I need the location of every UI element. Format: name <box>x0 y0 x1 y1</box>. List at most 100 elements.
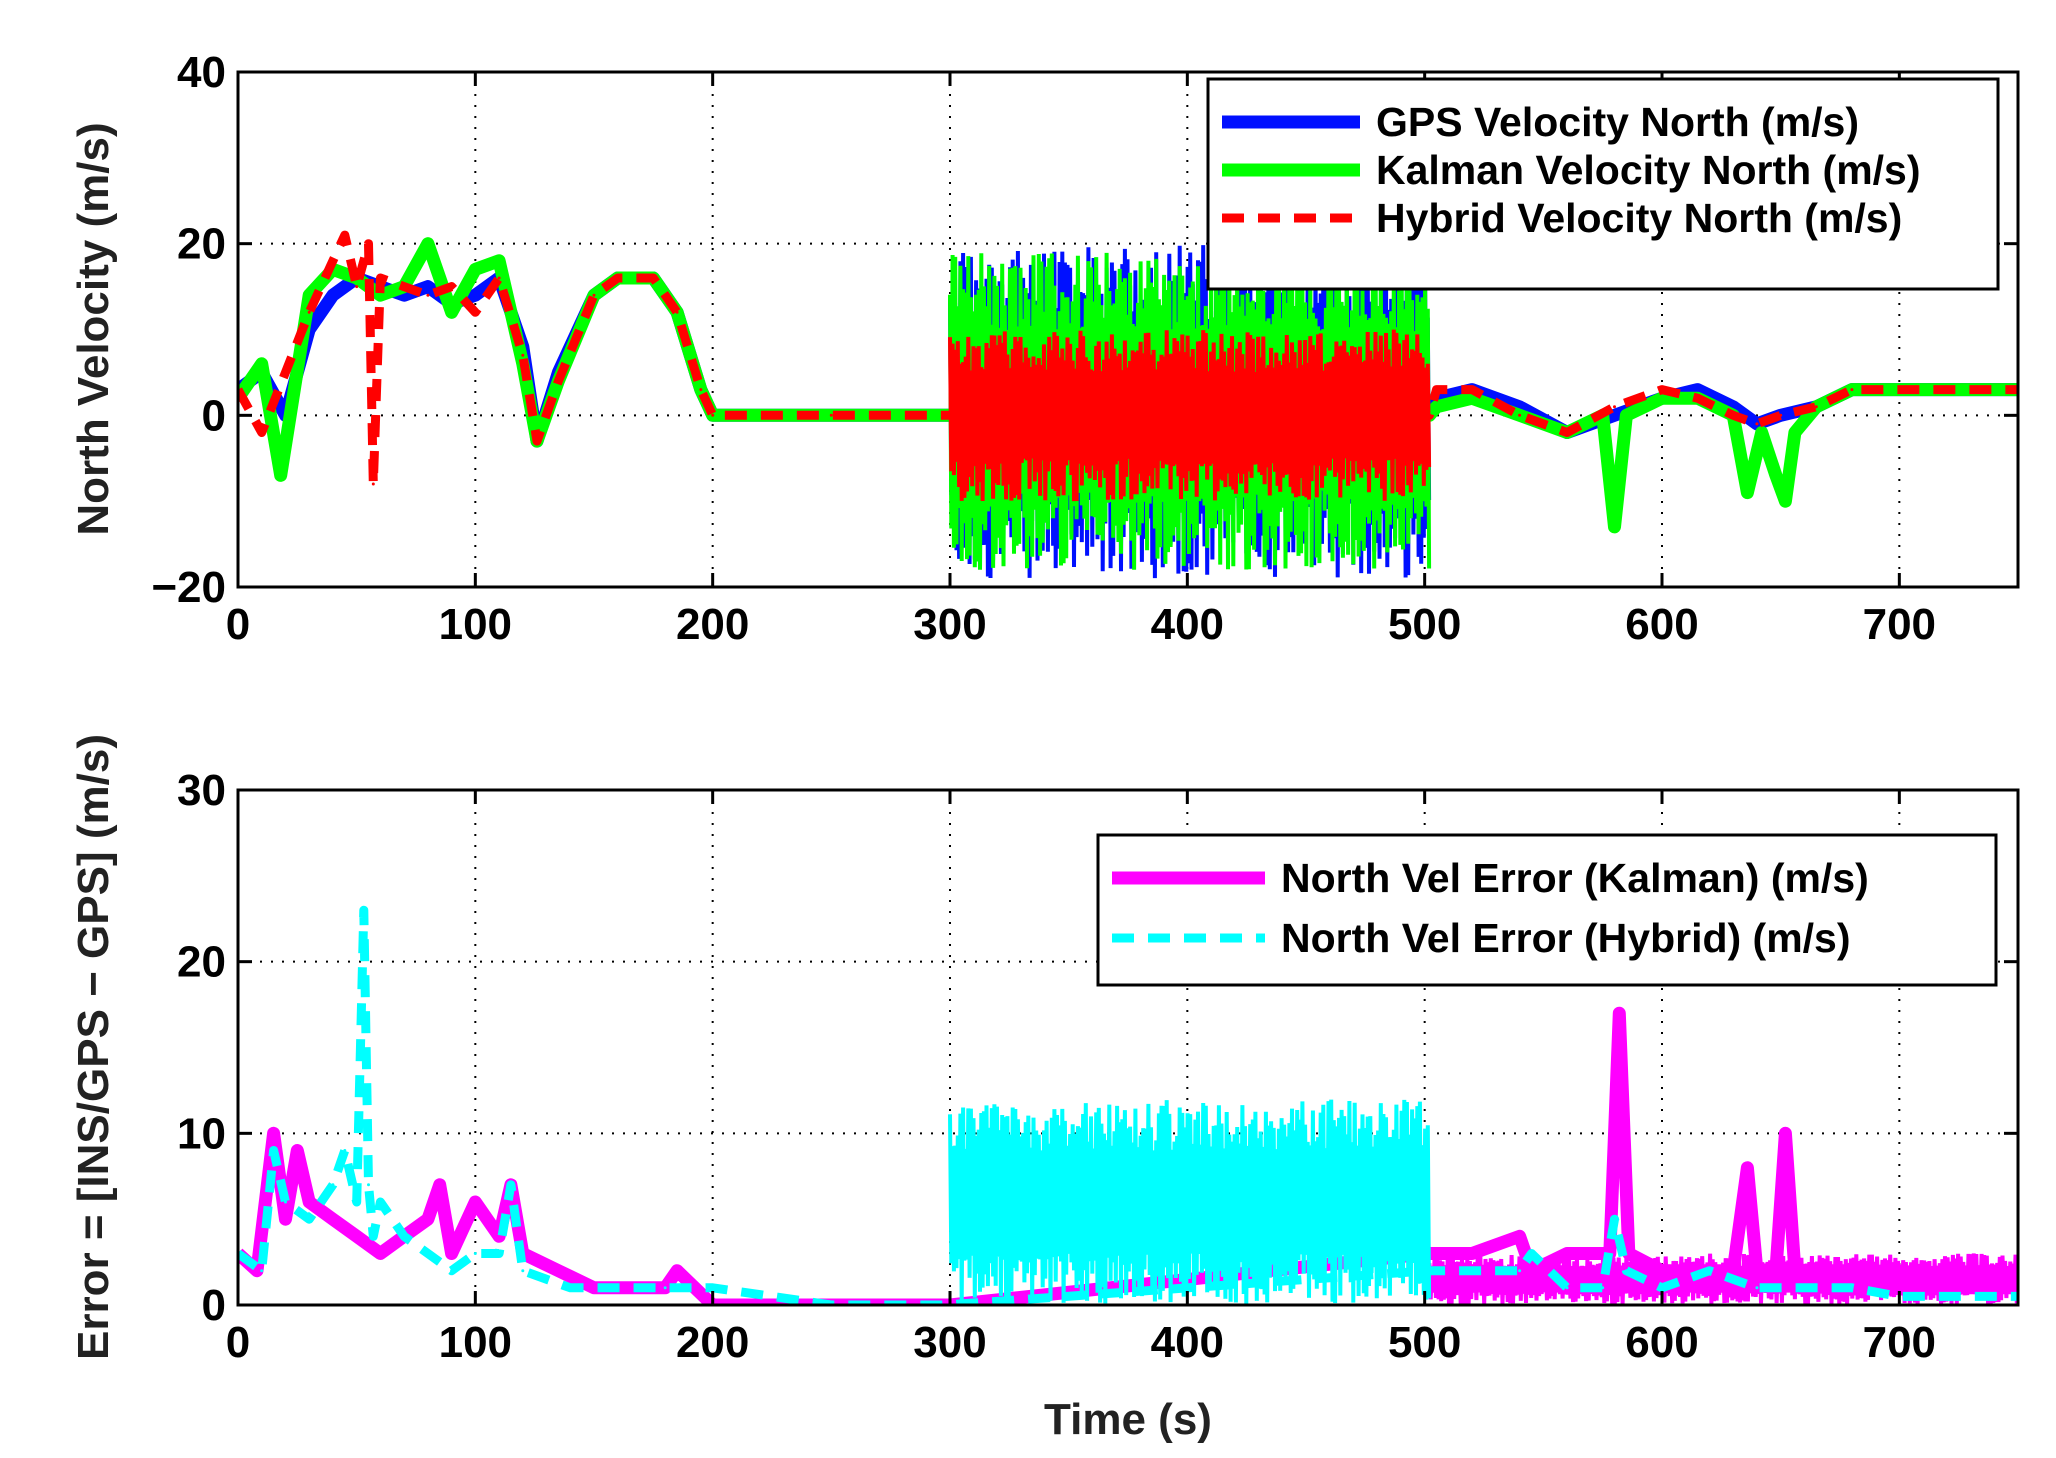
velocity-series-1-point <box>1793 431 1797 434</box>
error-y-axis-label: Error = [INS/GPS − GPS] (m/s) <box>69 734 118 1360</box>
velocity-series-1-point <box>1613 525 1616 529</box>
velocity-series-2-point <box>1660 388 1664 392</box>
error-series-1-point <box>402 1234 406 1238</box>
error-series-1-point <box>568 1286 572 1290</box>
velocity-series-2-point <box>1565 431 1569 434</box>
error-x-axis-label: Time (s) <box>1044 1395 1212 1444</box>
velocity-series-2-point <box>829 413 833 417</box>
error-chart: 0 100 200 300 400 500 600 700 0 10 20 30 Error = [I… <box>69 734 2020 1444</box>
error-series-0-point <box>1627 1252 1631 1255</box>
velocity-series-2-point <box>521 353 525 357</box>
error-x-tick-label: 700 <box>1863 1318 1936 1367</box>
velocity-series-1-point <box>1470 396 1474 400</box>
error-series-0-point <box>438 1183 442 1187</box>
velocity-series-0-point <box>1696 388 1700 392</box>
error-series-0-line <box>238 1006 2018 1305</box>
velocity-series-2-point <box>426 293 430 297</box>
velocity-series-1-point <box>1783 499 1787 503</box>
error-y-tick-label: 20 <box>177 938 226 987</box>
error-series-0-point <box>1518 1234 1522 1238</box>
error-series-0-point <box>272 1131 276 1135</box>
error-series-0-point <box>426 1217 430 1221</box>
error-series-1-point <box>1613 1217 1616 1221</box>
error-plot-area <box>238 905 2018 1305</box>
error-series-1 <box>238 905 2018 1305</box>
velocity-series-2-point <box>284 370 287 374</box>
velocity-series-0-point <box>426 285 430 289</box>
error-series-1-point <box>711 1286 715 1290</box>
velocity-series-1-point <box>279 473 283 477</box>
error-series-0-point <box>1774 1269 1778 1273</box>
velocity-series-2-point <box>535 439 539 443</box>
error-series-1-point <box>362 908 366 912</box>
error-series-0-point <box>1565 1252 1569 1255</box>
velocity-plot-area <box>238 230 2018 579</box>
velocity-series-0-point <box>1518 405 1522 409</box>
velocity-series-2-point <box>260 431 264 434</box>
error-x-tick-label: 300 <box>913 1318 986 1367</box>
error-series-0-point <box>1783 1131 1787 1135</box>
velocity-series-1-point <box>426 242 430 246</box>
error-series-0-point <box>1897 1286 1901 1290</box>
velocity-legend-label-1: Kalman Velocity North (m/s) <box>1376 147 1921 193</box>
velocity-series-2-point <box>450 285 454 289</box>
velocity-series-2-point <box>1696 396 1700 400</box>
velocity-series-0-point <box>331 293 335 297</box>
error-y-tick-label: 10 <box>177 1109 226 1158</box>
velocity-y-tick-label: 20 <box>177 220 226 269</box>
velocity-y-tick-label: 0 <box>202 391 226 440</box>
velocity-series-2 <box>238 230 2018 502</box>
error-x-tick-label: 600 <box>1625 1318 1698 1367</box>
error-series-1-point <box>355 1200 359 1204</box>
velocity-series-2-point <box>1470 388 1474 392</box>
velocity-x-tick-label: 0 <box>226 600 250 649</box>
error-series-0-point <box>497 1234 501 1238</box>
velocity-x-tick-label: 700 <box>1863 600 1936 649</box>
velocity-series-2-point <box>651 276 655 280</box>
error-series-0-point <box>1826 1269 1830 1273</box>
velocity-series-1-point <box>307 293 311 297</box>
error-series-0-point <box>307 1200 311 1204</box>
error-series-1-point <box>497 1252 501 1255</box>
velocity-series-2-point <box>367 242 370 246</box>
velocity-series-1-point <box>473 267 477 271</box>
velocity-series-2-point <box>1435 388 1438 392</box>
velocity-series-2-point <box>1755 422 1759 426</box>
velocity-series-2-point <box>343 233 347 237</box>
velocity-series-2-point <box>371 482 375 486</box>
error-ticks: 0 100 200 300 400 500 600 700 0 10 20 30 <box>177 766 2018 1367</box>
error-series-1-point <box>1624 1269 1628 1273</box>
velocity-y-tick-label: −20 <box>151 563 226 612</box>
velocity-series-2-point <box>556 379 560 383</box>
error-series-0-point <box>295 1149 299 1152</box>
error-series-0-point <box>1745 1166 1749 1170</box>
error-x-tick-label: 100 <box>439 1318 512 1367</box>
velocity-series-2-point <box>378 276 382 280</box>
error-series-0-point <box>1731 1269 1735 1273</box>
velocity-series-2-point <box>355 285 359 289</box>
error-series-1-point <box>343 1149 347 1152</box>
velocity-series-2-point <box>675 310 679 314</box>
velocity-series-1-point <box>1660 396 1664 400</box>
velocity-series-1-point <box>1435 405 1438 409</box>
error-x-tick-label: 200 <box>676 1318 749 1367</box>
error-y-tick-label: 30 <box>177 766 226 815</box>
error-series-1-point <box>1755 1286 1759 1290</box>
error-series-1-point <box>1427 1269 1431 1273</box>
velocity-series-2-point <box>307 310 311 314</box>
error-series-0-point <box>473 1200 477 1204</box>
velocity-axes-frame <box>236 70 2020 589</box>
velocity-series-2-point <box>1850 388 1854 392</box>
velocity-series-0-point <box>1731 405 1735 409</box>
error-x-tick-label: 400 <box>1151 1318 1224 1367</box>
velocity-series-1-point <box>1745 491 1749 495</box>
velocity-series-2-point <box>1814 405 1818 409</box>
velocity-y-tick-label: 40 <box>177 48 226 97</box>
error-series-1-point <box>331 1183 335 1187</box>
error-y-tick-label: 0 <box>202 1281 226 1330</box>
velocity-series-2-point <box>1897 388 1901 392</box>
velocity-series-2-point <box>402 285 406 289</box>
velocity-series-1-point <box>497 259 501 263</box>
error-series-0-point <box>592 1286 596 1290</box>
